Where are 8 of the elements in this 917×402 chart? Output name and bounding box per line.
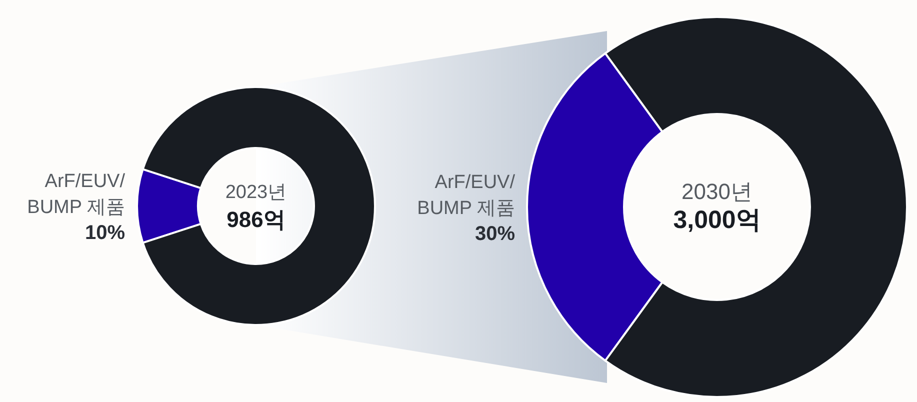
- text: 2023년: [225, 182, 287, 203]
- text: 3,000억: [673, 206, 761, 234]
- slice-label: ArF/EUV/ BUMP 제품: [417, 172, 516, 219]
- text: 2030년: [682, 179, 752, 204]
- data-label: 30%: [474, 223, 516, 245]
- slice-label: ArF/EUV/ BUMP 제품: [27, 171, 126, 218]
- text: 986억: [226, 207, 286, 232]
- data-label: 10%: [84, 222, 126, 244]
